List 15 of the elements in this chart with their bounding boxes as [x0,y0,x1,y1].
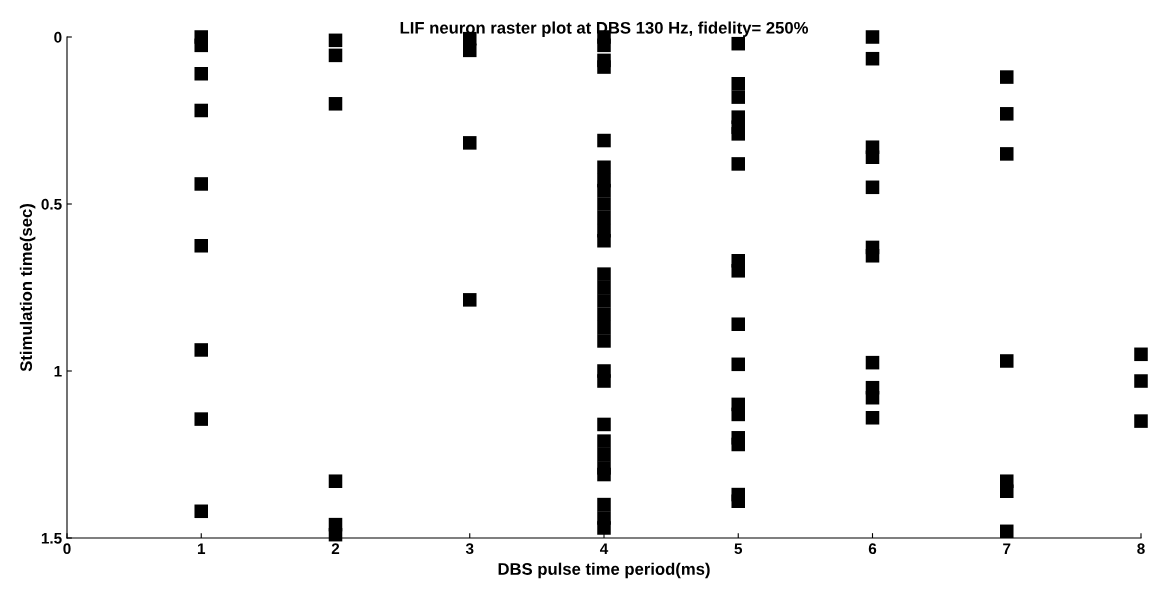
x-tick-label: 4 [599,543,609,554]
x-tick-label: 2 [331,543,340,554]
y-tick-label: 1 [54,366,62,377]
x-tick-label: 5 [734,543,743,555]
x-axis-title: DBS pulse time period(ms) [498,562,710,579]
y-tick-label: 0 [54,31,62,43]
x-tick-label: 7 [1003,543,1011,554]
x-tick-label: 3 [465,543,474,555]
x-tick-label: 1 [197,543,206,554]
x-tick-label: 6 [868,543,877,555]
y-tick-label: 1.5 [41,533,62,544]
x-tick-label: 8 [1137,543,1145,555]
y-axis-title: Stimulation time(sec) [19,204,36,372]
x-tick-label: 0 [63,543,71,555]
y-tick-label: 0.5 [41,198,62,210]
